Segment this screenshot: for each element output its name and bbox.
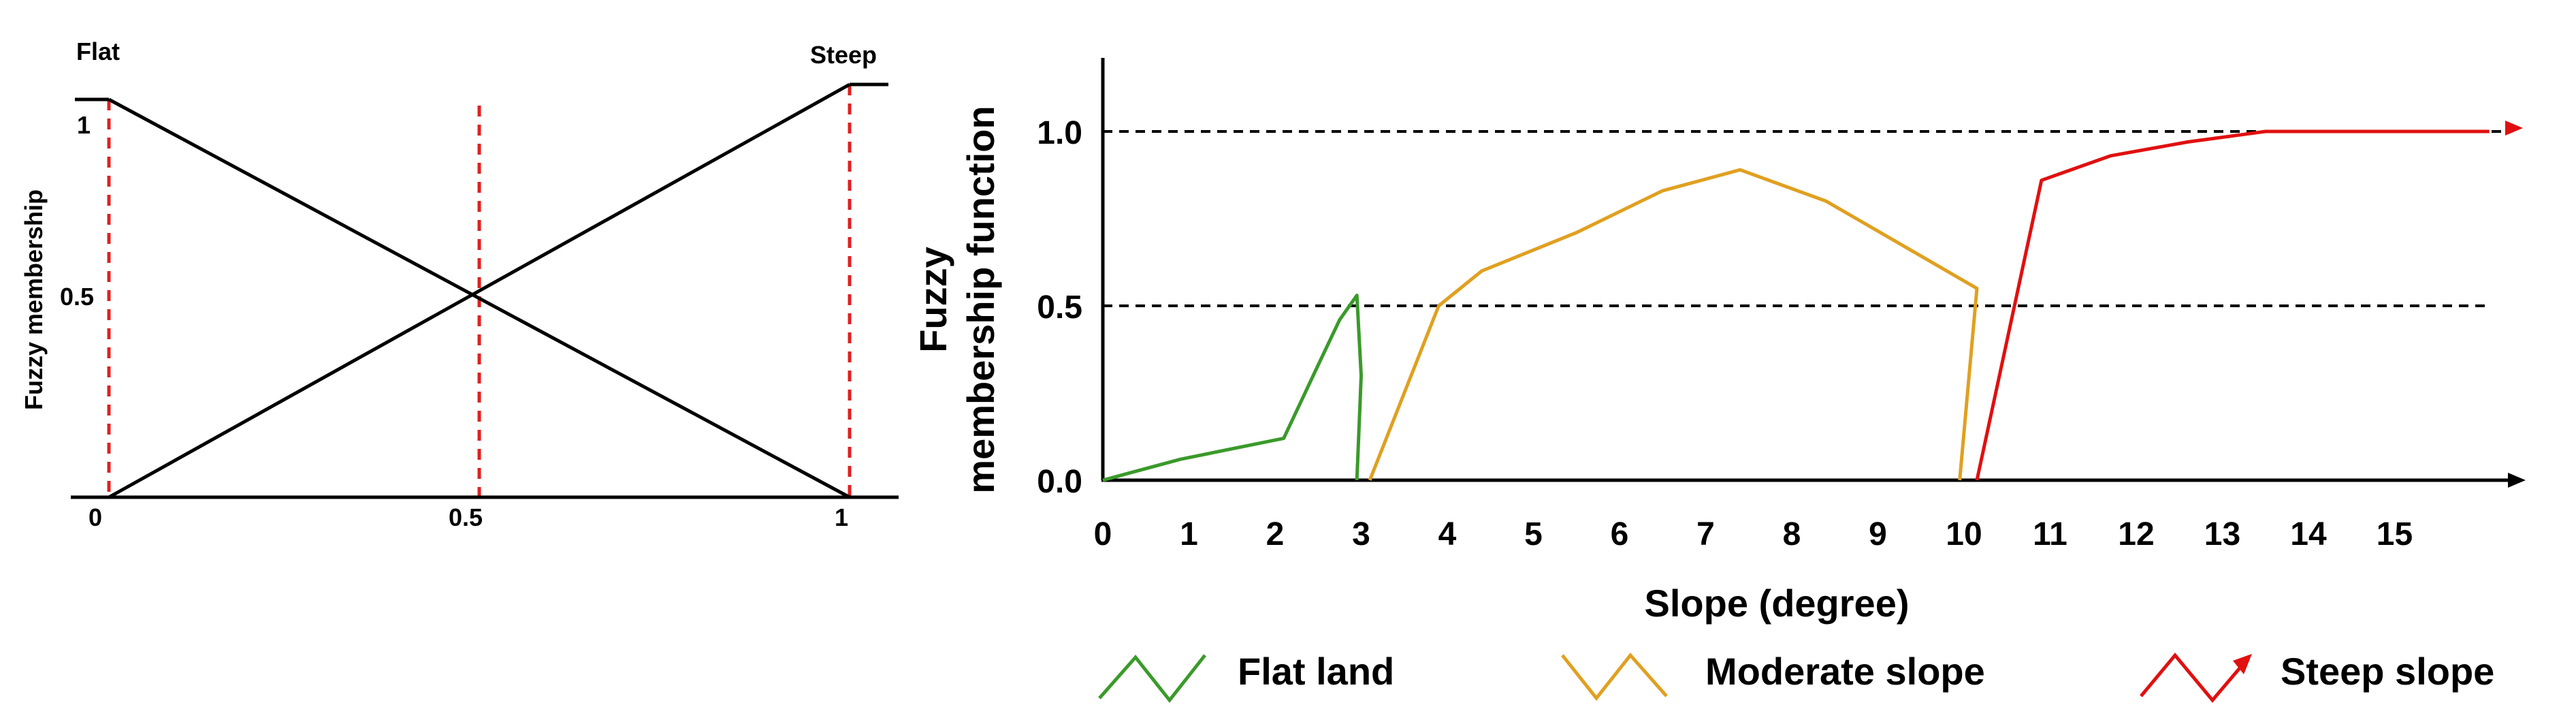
right-y-tick-labels: 0.0 0.5 1.0	[1037, 115, 1082, 500]
right-x-tick-8: 8	[1783, 516, 1801, 552]
left-x-tick-0: 0	[88, 503, 102, 531]
left-x-tick-labels: 0 0.5 1	[88, 503, 848, 531]
left-x-tick-0-5: 0.5	[449, 503, 483, 531]
right-x-tick-9: 9	[1869, 516, 1887, 552]
legend-flat-land-label: Flat land	[1238, 650, 1394, 693]
legend-moderate-slope-icon	[1561, 653, 1668, 702]
right-x-label: Slope (degree)	[1645, 582, 1910, 625]
right-y-label-line1: Fuzzy	[912, 247, 954, 353]
left-label-steep: Steep	[810, 41, 877, 69]
left-chart: Flat Steep Fuzzy membership 0 0.5 1 10.5	[20, 37, 899, 531]
right-x-tick-labels: 0 1 2 3 4 5 6 7 8 9 10 11 12 13 14 15	[1094, 516, 2413, 552]
right-reference-lines	[1103, 130, 2512, 307]
right-x-tick-7: 7	[1696, 516, 1715, 552]
right-x-tick-15: 15	[2377, 516, 2413, 552]
left-series-flat	[108, 97, 851, 499]
right-y-tick-1-0: 1.0	[1037, 115, 1082, 151]
right-y-tick-0-0: 0.0	[1037, 464, 1082, 500]
left-series-steep	[108, 82, 851, 499]
legend-steep-slope-label: Steep slope	[2281, 650, 2494, 693]
legend-steep-slope-arrow	[2233, 654, 2252, 674]
legend-item-moderate-slope: Moderate slope	[1561, 650, 1985, 702]
right-x-tick-1: 1	[1180, 516, 1198, 552]
left-y-label: Fuzzy membership	[20, 189, 48, 410]
right-x-tick-2: 2	[1266, 516, 1285, 552]
left-y-tick-labels: 10.5	[60, 111, 94, 311]
left-label-flat: Flat	[76, 37, 120, 65]
right-x-tick-0: 0	[1094, 516, 1112, 552]
left-x-tick-1: 1	[835, 503, 848, 531]
left-y-tick-1: 1	[77, 111, 91, 139]
right-x-tick-3: 3	[1352, 516, 1370, 552]
right-series-moderate-slope	[1368, 168, 1979, 481]
left-reference-lines	[107, 84, 852, 497]
right-x-tick-13: 13	[2204, 516, 2240, 552]
right-x-tick-10: 10	[1946, 516, 1982, 552]
right-x-axis-arrow	[2508, 473, 2526, 488]
legend-steep-slope-icon	[2140, 653, 2244, 703]
right-x-tick-11: 11	[2033, 516, 2067, 552]
right-chart: 0 1 2 3 4 5 6 7 8 9 10 11 12 13 14 15 0.00.51.0 Slope (…	[912, 58, 2526, 625]
left-series-lines	[108, 82, 851, 499]
right-series-flat-land	[1102, 294, 1363, 482]
right-x-tick-4: 4	[1438, 516, 1457, 552]
right-y-label-line2: membership function	[959, 106, 1002, 493]
right-y-tick-0-5: 0.5	[1037, 289, 1082, 326]
legend-item-flat-land: Flat land	[1098, 650, 1394, 704]
steep-series-arrow	[2505, 121, 2523, 136]
left-y-tick-0-5: 0.5	[60, 283, 94, 311]
legend-flat-land-icon	[1098, 654, 1206, 704]
right-x-tick-12: 12	[2118, 516, 2154, 552]
legend-item-steep-slope: Steep slope	[2140, 650, 2494, 703]
right-series-steep-slope	[1975, 129, 2490, 481]
right-x-tick-6: 6	[1611, 516, 1629, 552]
right-x-tick-5: 5	[1524, 516, 1543, 552]
right-x-tick-14: 14	[2290, 516, 2327, 552]
right-series-lines	[1102, 129, 2490, 482]
legend: Flat land Moderate slope Steep slope	[1098, 650, 2494, 704]
legend-moderate-slope-label: Moderate slope	[1705, 650, 1985, 693]
